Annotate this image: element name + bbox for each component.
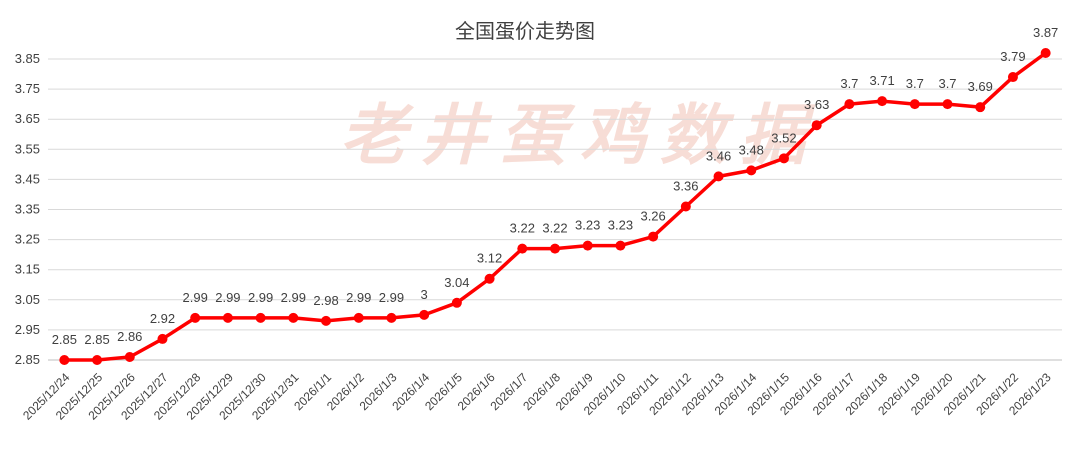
data-point bbox=[615, 240, 626, 251]
data-label: 3.23 bbox=[575, 218, 600, 233]
watermark: 老井蛋鸡数据 bbox=[340, 96, 820, 174]
x-axis-ticks: 2025/12/242025/12/252025/12/262025/12/27… bbox=[20, 370, 1054, 423]
y-tick-label: 3.05 bbox=[15, 292, 40, 307]
data-label: 3.87 bbox=[1033, 25, 1058, 40]
data-label: 3.52 bbox=[771, 130, 796, 145]
data-label: 2.99 bbox=[281, 290, 306, 305]
y-tick-label: 3.55 bbox=[15, 141, 40, 156]
data-point bbox=[255, 312, 266, 323]
data-point bbox=[648, 231, 659, 242]
y-tick-label: 3.65 bbox=[15, 111, 40, 126]
series-group bbox=[59, 47, 1051, 365]
data-point bbox=[778, 153, 789, 164]
data-labels: 2.85 2.85 2.86 2.92 2.99 2.99 2.99 2.99 2.98 2.99… bbox=[52, 25, 1059, 347]
data-label: 3.7 bbox=[906, 76, 924, 91]
data-label: 2.99 bbox=[183, 290, 208, 305]
data-point bbox=[844, 99, 855, 110]
data-label: 3.79 bbox=[1000, 49, 1025, 64]
data-point bbox=[877, 96, 888, 107]
y-tick-label: 2.95 bbox=[15, 322, 40, 337]
chart-title: 全国蛋价走势图 bbox=[455, 19, 595, 43]
y-tick-label: 3.25 bbox=[15, 232, 40, 247]
data-point bbox=[1007, 72, 1018, 83]
data-point bbox=[517, 243, 528, 254]
data-label: 2.99 bbox=[248, 290, 273, 305]
data-label: 3.04 bbox=[444, 275, 469, 290]
data-point bbox=[59, 355, 70, 365]
data-label: 2.92 bbox=[150, 311, 175, 326]
data-point bbox=[975, 102, 986, 113]
data-point bbox=[451, 297, 462, 308]
data-point bbox=[909, 99, 920, 110]
data-label: 2.99 bbox=[346, 290, 371, 305]
data-point bbox=[680, 201, 691, 212]
y-tick-label: 3.35 bbox=[15, 202, 40, 217]
data-point bbox=[419, 309, 430, 320]
data-label: 2.85 bbox=[52, 332, 77, 347]
data-point bbox=[942, 99, 953, 110]
grid-lines bbox=[48, 58, 1062, 361]
y-tick-label: 3.45 bbox=[15, 171, 40, 186]
data-point bbox=[1040, 47, 1051, 58]
data-point bbox=[746, 165, 757, 176]
data-label: 3.48 bbox=[739, 142, 764, 157]
data-label: 3.23 bbox=[608, 218, 633, 233]
data-label: 3.7 bbox=[938, 76, 956, 91]
data-label: 2.86 bbox=[117, 329, 142, 344]
data-label: 3.26 bbox=[640, 209, 665, 224]
data-label: 3.12 bbox=[477, 251, 502, 266]
data-point bbox=[353, 312, 364, 323]
data-label: 2.98 bbox=[313, 293, 338, 308]
data-point bbox=[321, 315, 332, 326]
y-tick-label: 2.85 bbox=[15, 352, 40, 367]
data-point bbox=[713, 171, 724, 182]
data-label: 3.36 bbox=[673, 178, 698, 193]
y-tick-label: 3.15 bbox=[15, 262, 40, 277]
data-point bbox=[484, 273, 495, 284]
data-point bbox=[222, 312, 233, 323]
data-label: 3 bbox=[421, 287, 428, 302]
data-point bbox=[582, 240, 593, 251]
y-tick-label: 3.85 bbox=[15, 51, 40, 66]
data-label: 2.85 bbox=[84, 332, 109, 347]
data-label: 3.22 bbox=[510, 221, 535, 236]
data-label: 2.99 bbox=[215, 290, 240, 305]
data-label: 3.69 bbox=[968, 79, 993, 94]
data-point bbox=[386, 312, 397, 323]
data-label: 2.99 bbox=[379, 290, 404, 305]
data-label: 3.22 bbox=[542, 221, 567, 236]
data-point bbox=[157, 333, 168, 344]
data-point bbox=[288, 312, 299, 323]
data-point bbox=[124, 351, 135, 362]
data-point bbox=[550, 243, 560, 254]
y-tick-label: 3.75 bbox=[15, 81, 40, 96]
data-label: 3.63 bbox=[804, 97, 829, 112]
data-point bbox=[811, 120, 822, 131]
data-point bbox=[190, 312, 201, 323]
y-axis-ticks: 2.85 2.95 3.05 3.15 3.25 3.35 3.45 3.55 3.65 3.75… bbox=[15, 51, 40, 367]
data-label: 3.7 bbox=[840, 76, 858, 91]
data-label: 3.46 bbox=[706, 148, 731, 163]
data-point bbox=[92, 355, 103, 365]
data-label: 3.71 bbox=[869, 73, 894, 88]
